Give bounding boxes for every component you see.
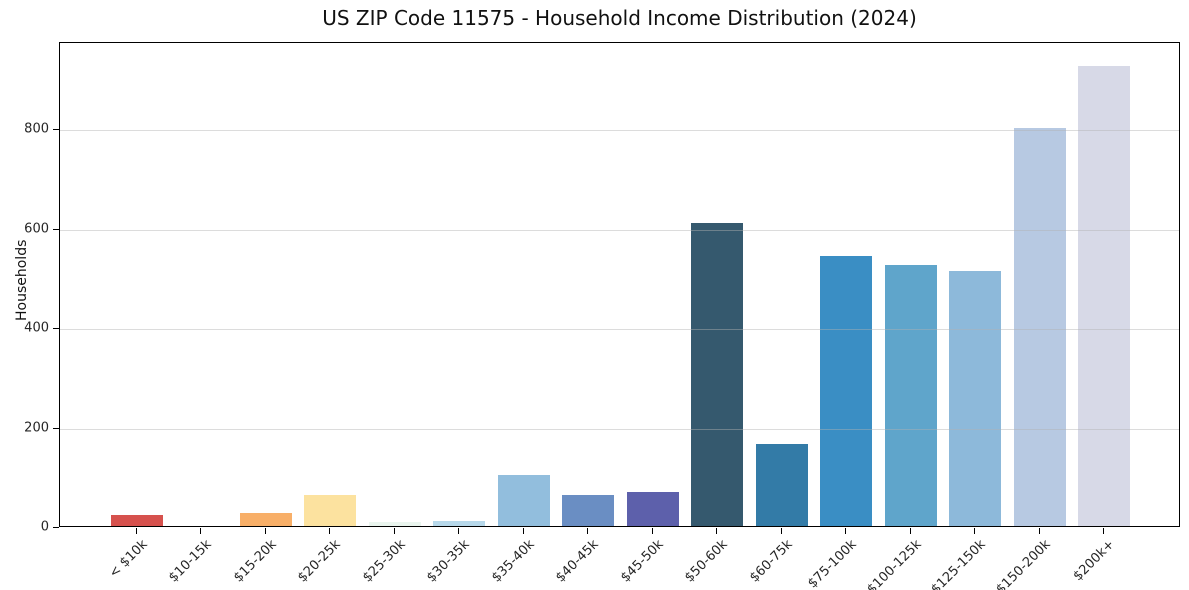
- x-tick-label: $40-45k: [553, 537, 602, 586]
- bar-40-45k: [562, 495, 615, 526]
- bar-125-150k: [949, 270, 1002, 526]
- x-tick-mark: [458, 528, 460, 534]
- bar-150-200k: [1013, 128, 1066, 526]
- x-tick-label: $20-25k: [295, 537, 344, 586]
- y-tick-mark: [53, 228, 59, 230]
- x-tick-mark: [974, 528, 976, 534]
- y-tick-label: 400: [24, 320, 49, 336]
- x-tick-mark: [393, 528, 395, 534]
- bar-75-100k: [820, 255, 873, 526]
- gridline-800: [60, 130, 1179, 132]
- x-tick-label: < $10k: [106, 537, 151, 582]
- bar-30-35k: [433, 521, 486, 526]
- x-tick-label: $100-125k: [864, 537, 925, 590]
- x-tick-mark: [651, 528, 653, 534]
- bar-200k: [1078, 65, 1131, 526]
- x-tick-mark: [845, 528, 847, 534]
- gridline-200: [60, 428, 1179, 430]
- y-tick-mark: [53, 527, 59, 528]
- bar-15-20k: [239, 513, 292, 526]
- y-axis-label: Households: [14, 239, 30, 321]
- gridline-400: [60, 329, 1179, 331]
- x-tick-label: $10-15k: [166, 537, 215, 586]
- x-tick-mark: [1103, 528, 1105, 534]
- x-tick-label: $15-20k: [230, 537, 280, 586]
- x-tick-mark: [1038, 528, 1040, 534]
- bar-35-40k: [497, 474, 550, 526]
- x-tick-label: $200k+: [1070, 537, 1118, 585]
- bar-45-50k: [626, 491, 679, 526]
- x-tick-mark: [587, 528, 589, 534]
- y-tick-mark: [53, 328, 59, 330]
- y-tick-mark: [53, 129, 59, 131]
- plot-area: [59, 42, 1180, 527]
- x-tick-label: $45-50k: [617, 537, 667, 586]
- x-tick-mark: [329, 528, 331, 534]
- x-tick-label: $30-35k: [424, 537, 473, 586]
- x-tick-mark: [909, 528, 911, 534]
- x-tick-mark: [780, 528, 782, 534]
- x-tick-mark: [264, 528, 266, 534]
- y-tick-label: 0: [40, 519, 49, 535]
- chart-title: US ZIP Code 11575 - Household Income Dis…: [322, 6, 917, 30]
- x-tick-mark: [522, 528, 524, 534]
- x-tick-mark: [200, 528, 202, 534]
- gridline-600: [60, 229, 1179, 231]
- x-tick-label: $60-75k: [746, 537, 796, 586]
- x-tick-label: $35-40k: [488, 537, 538, 586]
- x-tick-mark: [716, 528, 718, 534]
- y-tick-label: 800: [24, 121, 49, 137]
- bar-60-75k: [755, 444, 808, 526]
- x-tick-label: $50-60k: [682, 537, 731, 586]
- bar-100-125k: [884, 265, 937, 526]
- x-tick-label: $125-150k: [928, 537, 989, 590]
- y-tick-label: 200: [24, 420, 49, 435]
- x-tick-mark: [135, 528, 137, 534]
- y-tick-mark: [53, 427, 59, 429]
- x-tick-label: $150-200k: [993, 537, 1054, 590]
- bar-20-25k: [304, 494, 357, 526]
- x-tick-label: $25-30k: [359, 537, 409, 586]
- bar-25-30k: [368, 522, 421, 526]
- x-tick-label: $75-100k: [805, 537, 860, 590]
- bar-50-60k: [691, 222, 744, 526]
- y-tick-label: 600: [24, 221, 49, 237]
- bar-10k: [110, 515, 163, 526]
